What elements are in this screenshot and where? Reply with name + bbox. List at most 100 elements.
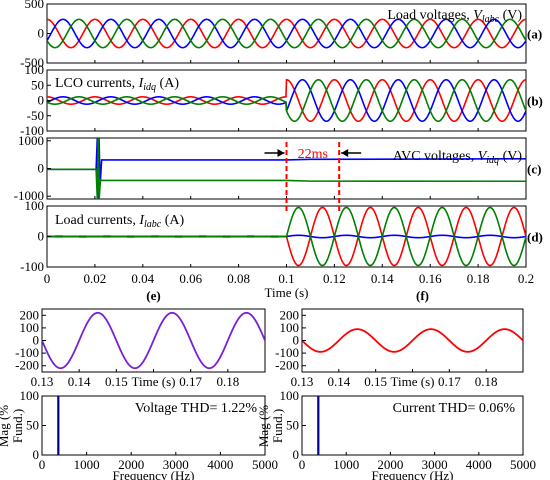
label-text-d: Load currents, [55, 213, 139, 228]
series-line-c-0 [47, 138, 526, 199]
xtick-label-d-6: 0.12 [323, 271, 346, 286]
panel-tag-d: (d) [527, 230, 543, 245]
xtick-label-d-3: 0.06 [179, 271, 202, 286]
ytick-label-f_time-1: 100 [280, 320, 300, 335]
xtick-label-f_time-1: 0.14 [327, 374, 350, 389]
series-line-f_time-0 [302, 328, 523, 353]
xtick-label-f_fft-1: 1000 [333, 457, 359, 472]
xtick-label-d-4: 0.08 [227, 271, 250, 286]
label-unit-d: (A) [161, 213, 184, 228]
panel-label-b: LCO currents, Iidq (A) [55, 76, 179, 93]
ytick-label-f_time-2: 0 [293, 333, 300, 348]
ytick-label-e_time-0: 200 [20, 307, 40, 322]
label-text-a: Load voltages, [387, 8, 473, 23]
y-axis-label-line2-f_fft: Fund.) [270, 409, 285, 443]
xtick-label-f_time-3: Time (s) [391, 374, 435, 389]
ytick-label-c-2: -1000 [14, 188, 44, 203]
y-axis-label-e_fft: Mag (%Fund.) [0, 405, 25, 447]
fft-bar-e_fft-0 [57, 396, 60, 455]
panel-label-a: Load voltages, Vlabc (V) [387, 8, 522, 25]
xtick-label-f_time-0: 0.13 [291, 374, 314, 389]
series-line-c-1 [47, 138, 526, 199]
panel-tag-c: (c) [527, 162, 541, 177]
xtick-label-d-2: 0.04 [131, 271, 154, 286]
xtick-label-f_time-5: 0.18 [475, 374, 498, 389]
xtick-label-f_time-2: 0.15 [364, 374, 387, 389]
ytick-label-e_time-1: 100 [20, 320, 40, 335]
label-text-b: LCO currents, [55, 76, 139, 91]
ytick-label-e_fft-2: 0 [33, 447, 40, 462]
xtick-label-e_fft-4: 4000 [207, 457, 233, 472]
ytick-label-e_fft-1: 50 [26, 418, 39, 433]
panel-tag-e_time: (e) [146, 288, 160, 303]
xtick-label-e_fft-1: 1000 [74, 457, 100, 472]
x-axis-label-f_fft: Frequency (Hz) [372, 468, 454, 480]
series-line-a-2 [47, 18, 526, 49]
ytick-label-c-1: 0 [38, 161, 45, 176]
xtick-label-d-7: 0.14 [371, 271, 394, 286]
ytick-label-b-2: 0 [38, 93, 45, 108]
y-axis-label-f_fft: Mag (%Fund.) [256, 405, 285, 447]
ytick-label-e_time-2: 0 [33, 333, 40, 348]
ytick-label-e_fft-0: 100 [20, 388, 40, 403]
panel-tag-f_time: (f) [416, 288, 429, 303]
ytick-label-c-0: 1000 [18, 133, 44, 148]
series-group-e_time [42, 311, 265, 370]
xtick-label-e_time-3: Time (s) [132, 374, 176, 389]
ytick-label-f_fft-0: 100 [280, 388, 300, 403]
label-text-c: AVC voltages, [393, 149, 478, 164]
xtick-label-f_fft-3: 3000 [422, 457, 448, 472]
panel-tag-b: (b) [527, 94, 543, 109]
series-line-a-0 [47, 18, 526, 49]
xtick-label-e_fft-5: 5000 [252, 457, 278, 472]
ytick-label-d-0: 100 [25, 198, 45, 213]
y-axis-label-line1-e_fft: Mag (% [0, 405, 11, 447]
annotation-22ms: 22ms [298, 147, 328, 162]
y-axis-label-line2-e_fft: Fund.) [10, 409, 25, 443]
x-axis-label-d: Time (s) [265, 285, 309, 300]
panel-label-c: AVC voltages, Vidq (V) [393, 149, 523, 166]
series-group-f_time [302, 328, 523, 353]
fft-bar-f_fft-0 [317, 396, 320, 455]
xtick-label-e_time-2: 0.15 [105, 374, 128, 389]
panel-tag-a: (a) [527, 27, 542, 42]
arrow-right-head [341, 149, 349, 157]
xtick-label-e_time-1: 0.14 [68, 374, 91, 389]
xtick-label-e_time-4: 0.17 [179, 374, 202, 389]
label-unit-a: (V) [499, 8, 522, 23]
label-unit-c: (V) [499, 149, 522, 164]
series-line-a-1 [47, 18, 526, 49]
ytick-label-f_time-3: -100 [275, 345, 299, 360]
thd-annotation-e_fft: Voltage THD= 1.22% [135, 401, 257, 416]
xtick-label-d-9: 0.18 [467, 271, 490, 286]
xtick-label-d-10: 0.2 [518, 271, 534, 286]
xtick-label-d-1: 0.02 [84, 271, 107, 286]
xtick-label-e_fft-0: 0 [39, 457, 46, 472]
ytick-label-f_fft-1: 50 [286, 418, 299, 433]
xtick-label-d-8: 0.16 [419, 271, 442, 286]
label-subscript-d: labc [144, 219, 162, 230]
label-symbol-d: I [138, 213, 145, 228]
ytick-label-d-1: 0 [38, 229, 45, 244]
xtick-label-f_fft-2: 2000 [377, 457, 403, 472]
series-line-e_time-0 [42, 311, 265, 370]
label-unit-b: (A) [156, 76, 179, 91]
ytick-label-e_time-3: -100 [15, 345, 39, 360]
ytick-label-b-1: 50 [31, 77, 44, 92]
label-subscript-a: labc [482, 14, 500, 25]
ytick-label-f_fft-2: 0 [293, 447, 300, 462]
label-symbol-b: I [138, 76, 145, 91]
xtick-label-d-0: 0 [44, 271, 51, 286]
ytick-label-f_time-4: -200 [275, 358, 299, 373]
ytick-label-d-2: -100 [20, 259, 44, 274]
xtick-label-f_time-4: 0.17 [438, 374, 461, 389]
x-axis-label-e_fft: Frequency (Hz) [113, 468, 195, 480]
y-axis-label-line1-f_fft: Mag (% [256, 405, 271, 447]
series-group-d [47, 206, 526, 267]
xtick-label-e_time-5: 0.18 [216, 374, 239, 389]
arrow-left-head [277, 149, 285, 157]
ytick-label-b-0: 100 [25, 62, 45, 77]
panel-label-d: Load currents, Ilabc (A) [55, 213, 185, 230]
xtick-label-f_fft-0: 0 [299, 457, 306, 472]
